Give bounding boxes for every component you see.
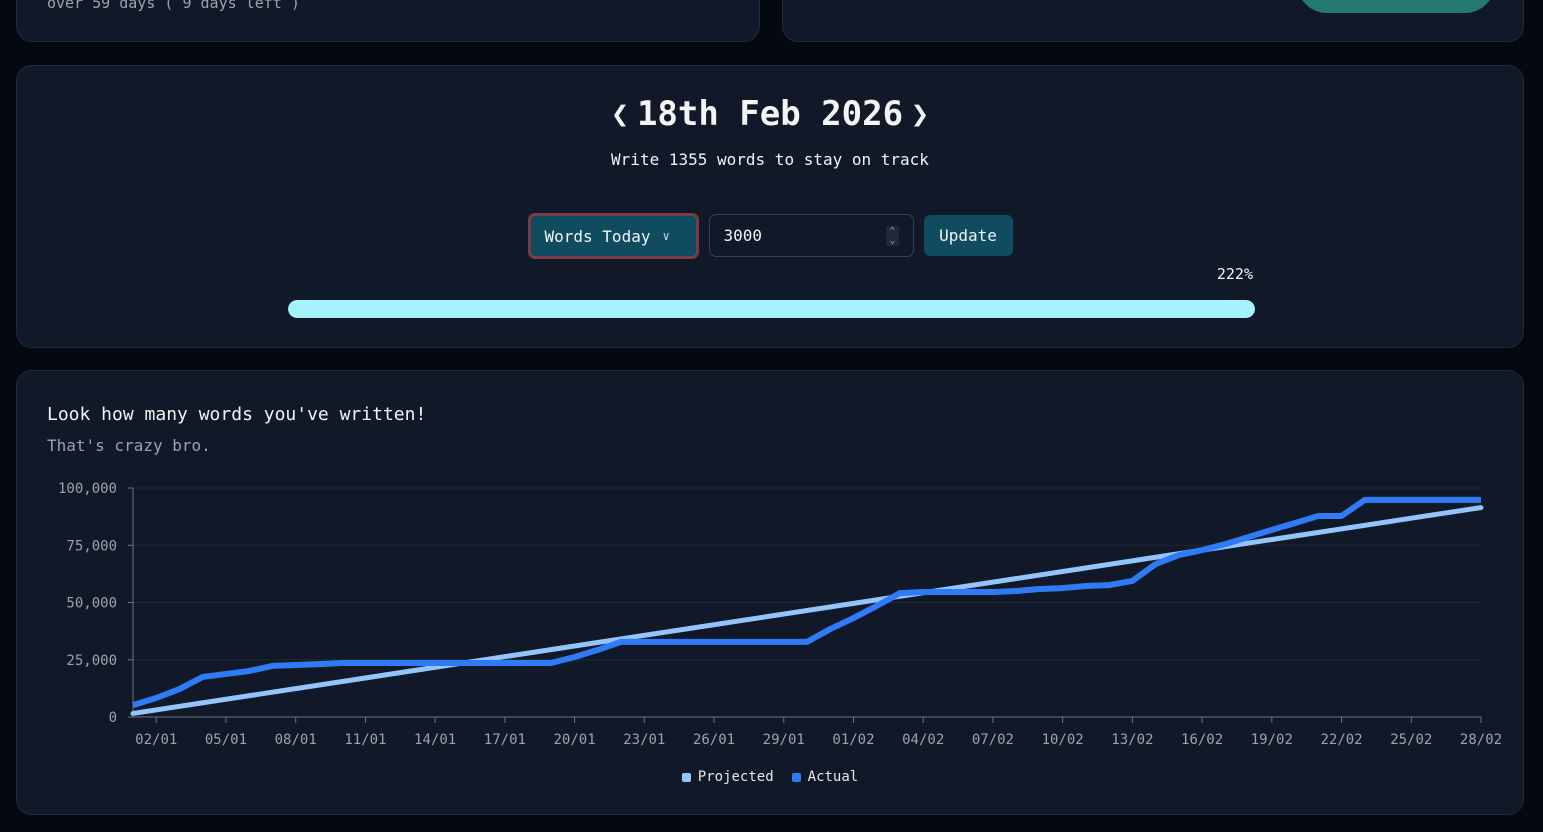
legend-projected[interactable]: Projected [681,769,774,785]
goal-duration-text: over 59 days ( 9 days left ) [47,0,300,12]
y-tick-label: 50,000 [66,596,117,612]
chart-title: Look how many words you've written! [47,404,427,425]
x-tick-label: 14/01 [414,732,456,748]
actual-line [132,496,1481,708]
x-tick-label: 04/02 [902,732,944,748]
update-button[interactable]: Update [923,215,1013,256]
x-tick-label: 10/02 [1042,732,1084,748]
x-tick-label: 28/02 [1460,732,1502,748]
word-count-chart: 0 25,000 50,000 75,000 100,000 02/01 05/01 08/0… [58,481,1502,748]
legend-actual[interactable]: Actual [791,769,859,785]
x-tick-label: 01/02 [832,732,874,748]
x-tick-label: 02/01 [135,732,177,748]
progress-fill [288,300,1255,318]
date-header: ❮ 18th Feb 2026 ❯ [17,94,1523,134]
chart-panel: Look how many words you've written! That… [16,370,1524,815]
x-tick-label: 22/02 [1320,732,1362,748]
x-tick-label: 19/02 [1251,732,1293,748]
x-tick-label: 07/02 [972,732,1014,748]
y-tick-label: 75,000 [66,538,117,554]
chart-legend: Projected Actual [17,769,1523,785]
chevron-right-icon[interactable]: ❯ [911,96,930,132]
legend-label: Actual [807,769,859,785]
current-date: 18th Feb 2026 [636,94,904,134]
word-controls: Words Today ∨ 3000 ⌃ ⌄ Update [17,213,1523,259]
y-tick-label: 25,000 [66,653,117,669]
mode-select[interactable]: Words Today ∨ [527,213,699,259]
progress-percent: 222% [1216,265,1253,283]
projected-line [130,505,1484,716]
chart-subtitle: That's crazy bro. [47,436,211,455]
x-tick-label: 25/02 [1390,732,1432,748]
chevron-left-icon[interactable]: ❮ [610,96,629,132]
x-tick-label: 16/02 [1181,732,1223,748]
x-tick-label: 20/01 [554,732,596,748]
x-tick-label: 17/01 [484,732,526,748]
x-tick-label: 13/02 [1111,732,1153,748]
x-tick-label: 08/01 [275,732,317,748]
mode-select-value: Words Today [544,226,651,246]
track-message: Write 1355 words to stay on track [611,150,929,169]
x-tick-label: 26/01 [693,732,735,748]
legend-label: Projected [697,769,774,785]
x-tick-label: 11/01 [344,732,386,748]
y-tick-label: 100,000 [58,481,117,497]
action-button[interactable] [1297,0,1495,13]
x-tick-label: 29/01 [763,732,805,748]
y-tick-label: 0 [109,710,117,726]
progress-bar [288,300,1255,318]
stepper-icon[interactable]: ⌃ ⌄ [886,225,899,246]
summary-card: over 59 days ( 9 days left ) [16,0,760,42]
day-panel: ❮ 18th Feb 2026 ❯ Write 1355 words to st… [16,65,1524,348]
actions-card [782,0,1524,42]
legend-swatch [681,772,691,782]
chevron-down-icon: ∨ [662,229,670,243]
words-input[interactable]: 3000 ⌃ ⌄ [708,214,914,257]
words-input-value: 3000 [723,226,763,245]
x-tick-label: 23/01 [623,732,665,748]
legend-swatch [791,772,801,782]
x-tick-label: 05/01 [205,732,247,748]
